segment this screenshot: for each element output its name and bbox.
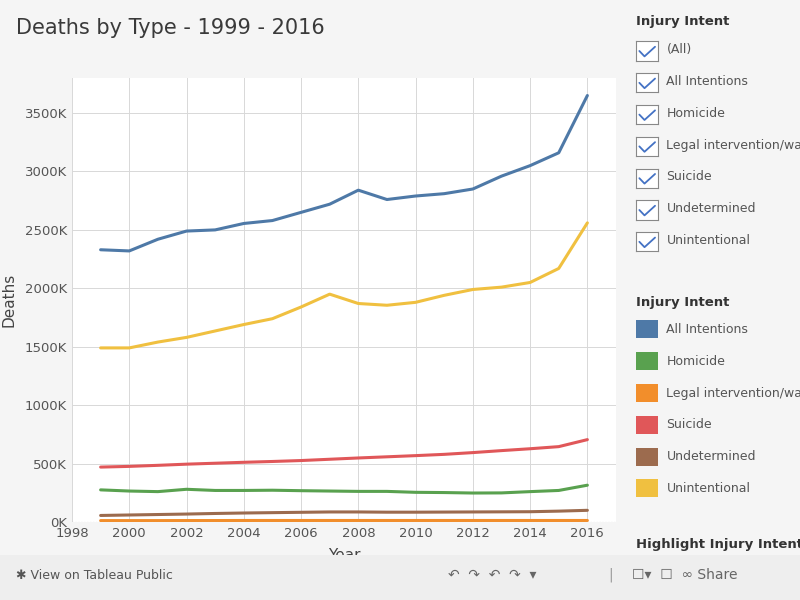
Text: Homicide: Homicide bbox=[666, 355, 726, 368]
Text: Unintentional: Unintentional bbox=[666, 482, 750, 495]
Text: Deaths by Type - 1999 - 2016: Deaths by Type - 1999 - 2016 bbox=[16, 18, 325, 38]
Text: Unintentional: Unintentional bbox=[666, 234, 750, 247]
Text: ↶  ↷  ↶  ↷  ▾: ↶ ↷ ↶ ↷ ▾ bbox=[448, 568, 537, 582]
Text: Injury Intent: Injury Intent bbox=[636, 15, 730, 28]
Text: Undetermined: Undetermined bbox=[666, 450, 756, 463]
Text: Injury Intent: Injury Intent bbox=[636, 296, 730, 310]
Text: Legal intervention/war: Legal intervention/war bbox=[666, 139, 800, 152]
Text: ☐▾  ☐  ∞ Share: ☐▾ ☐ ∞ Share bbox=[632, 568, 738, 582]
Text: Homicide: Homicide bbox=[666, 107, 726, 120]
Text: |: | bbox=[608, 568, 613, 583]
Text: Highlight Injury Intent: Highlight Injury Intent bbox=[636, 538, 800, 551]
Y-axis label: Deaths: Deaths bbox=[2, 273, 17, 327]
Text: ⚲: ⚲ bbox=[768, 577, 779, 592]
Text: All Intentions: All Intentions bbox=[666, 323, 748, 336]
X-axis label: Year: Year bbox=[328, 548, 360, 563]
Text: Suicide: Suicide bbox=[666, 418, 712, 431]
Text: (All): (All) bbox=[666, 43, 692, 56]
Text: Undetermined: Undetermined bbox=[666, 202, 756, 215]
Text: Legal intervention/war: Legal intervention/war bbox=[666, 386, 800, 400]
Text: Highlight Injury Intent: Highlight Injury Intent bbox=[642, 579, 765, 589]
Text: ✱ View on Tableau Public: ✱ View on Tableau Public bbox=[16, 569, 173, 582]
Text: All Intentions: All Intentions bbox=[666, 75, 748, 88]
Text: Suicide: Suicide bbox=[666, 170, 712, 184]
